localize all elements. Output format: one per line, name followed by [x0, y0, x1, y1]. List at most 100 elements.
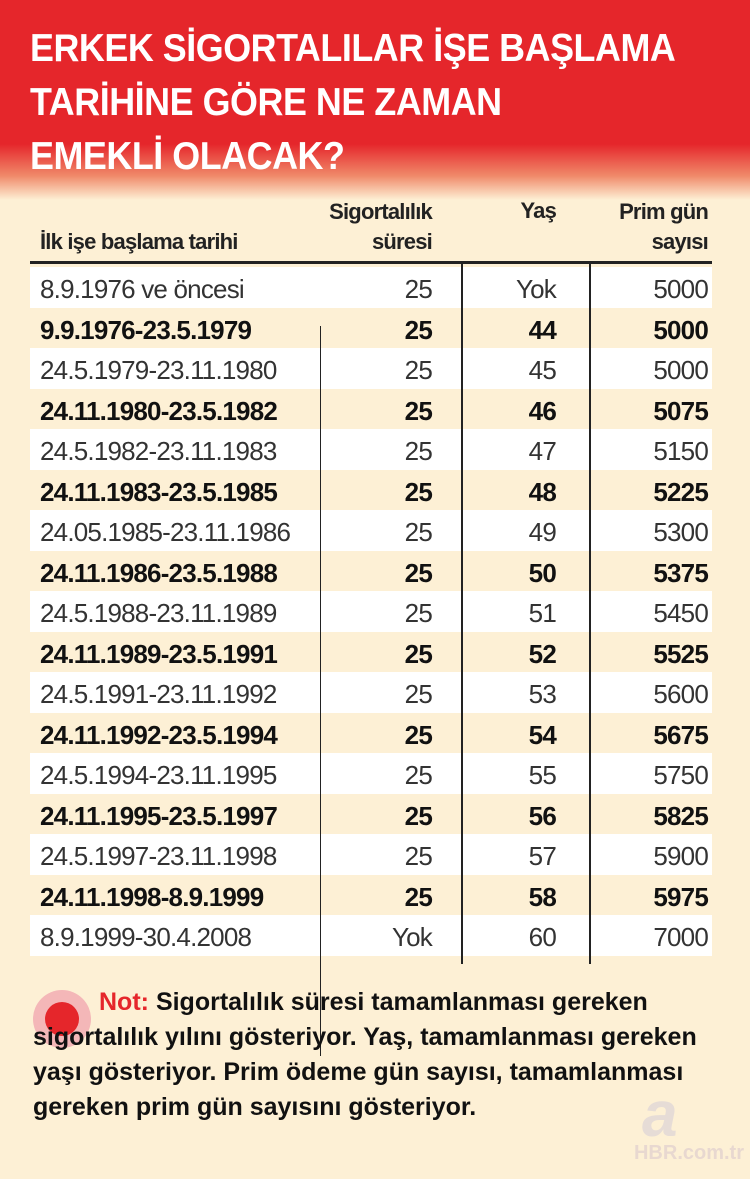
table-row: 24.11.1992-23.5.1994 25 54 5675 — [30, 713, 712, 754]
cell-age: 47 — [528, 436, 557, 466]
cell-start-date: 8.9.1976 ve öncesi — [40, 274, 245, 304]
cell-prim-days: 5525 — [653, 638, 708, 669]
cell-start-date: 24.11.1995-23.5.1997 — [40, 800, 278, 831]
cell-age: 54 — [528, 719, 557, 750]
cell-insurance-years: 25 — [404, 395, 433, 426]
cell-prim-days: 5750 — [653, 760, 708, 790]
note-text: Sigortalılık süresi tamamlanması gereken… — [33, 988, 697, 1121]
cell-prim-days: 5000 — [653, 274, 708, 304]
cell-start-date: 24.11.1983-23.5.1985 — [40, 476, 278, 507]
table-row: 9.9.1976-23.5.1979 25 44 5000 — [30, 308, 712, 349]
cell-prim-days: 5375 — [653, 557, 708, 588]
table-row: 8.9.1999-30.4.2008 Yok 60 7000 — [30, 915, 712, 956]
note-label: Not: — [99, 988, 149, 1016]
cell-insurance-years: 25 — [404, 355, 433, 385]
cell-age: 55 — [528, 760, 557, 790]
cell-insurance-years: 25 — [404, 436, 433, 466]
table-row: 24.5.1979-23.11.1980 25 45 5000 — [30, 348, 712, 389]
cell-insurance-years: 25 — [404, 760, 433, 790]
cell-insurance-years: 25 — [404, 719, 433, 750]
header-insurance: Sigortalılık süresi — [329, 199, 433, 254]
cell-age: 45 — [528, 355, 557, 385]
cell-start-date: 24.11.1992-23.5.1994 — [40, 719, 278, 750]
cell-start-date: 8.9.1999-30.4.2008 — [40, 922, 252, 952]
cell-insurance-years: 25 — [404, 557, 433, 588]
cell-insurance-years: 25 — [404, 314, 433, 345]
table-row: 24.5.1994-23.11.1995 25 55 5750 — [30, 753, 712, 794]
header-start-date: İlk işe başlama tarihi — [40, 229, 238, 254]
cell-start-date: 24.11.1980-23.5.1982 — [40, 395, 278, 426]
cell-start-date: 24.11.1998-8.9.1999 — [40, 881, 264, 912]
cell-age: 48 — [528, 476, 557, 507]
cell-start-date: 24.11.1986-23.5.1988 — [40, 557, 278, 588]
table-row: 24.11.1986-23.5.1988 25 50 5375 — [30, 551, 712, 592]
table-row: 24.5.1991-23.11.1992 25 53 5600 — [30, 672, 712, 713]
column-divider — [461, 264, 463, 964]
cell-start-date: 24.05.1985-23.11.1986 — [40, 517, 291, 547]
cell-age: 50 — [528, 557, 557, 588]
column-divider — [589, 264, 591, 964]
table-header: İlk işe başlama tarihi Sigortalılık süres… — [30, 196, 712, 264]
table-row: 24.11.1983-23.5.1985 25 48 5225 — [30, 470, 712, 511]
cell-prim-days: 5600 — [653, 679, 708, 709]
cell-age: 44 — [528, 314, 557, 345]
cell-age: 57 — [528, 841, 557, 871]
cell-prim-days: 5975 — [653, 881, 708, 912]
header-age: Yaş — [520, 198, 556, 223]
cell-insurance-years: 25 — [404, 517, 433, 547]
cell-insurance-years: 25 — [404, 800, 433, 831]
cell-age: 58 — [528, 881, 557, 912]
cell-prim-days: 5900 — [653, 841, 708, 871]
cell-start-date: 9.9.1976-23.5.1979 — [40, 314, 252, 345]
cell-insurance-years: 25 — [404, 476, 433, 507]
cell-insurance-years: 25 — [404, 881, 433, 912]
table-body: 8.9.1976 ve öncesi 25 Yok 5000 9.9.1976-23.5… — [30, 267, 712, 956]
table-row: 8.9.1976 ve öncesi 25 Yok 5000 — [30, 267, 712, 308]
cell-age: 52 — [528, 638, 557, 669]
cell-age: 51 — [528, 598, 557, 628]
cell-insurance-years: Yok — [391, 922, 433, 952]
table-row: 24.5.1997-23.11.1998 25 57 5900 — [30, 834, 712, 875]
cell-start-date: 24.5.1982-23.11.1983 — [40, 436, 277, 466]
cell-prim-days: 5075 — [653, 395, 708, 426]
watermark-logo: a HBR.com.tr — [633, 1078, 744, 1164]
cell-prim-days: 7000 — [653, 922, 708, 952]
header-prim: Prim gün sayısı — [619, 199, 709, 254]
bullet-icon — [33, 990, 91, 1048]
page-title: ERKEK SİGORTALILAR İŞE BAŞLAMA TARİHİNE … — [30, 27, 676, 178]
cell-start-date: 24.11.1989-23.5.1991 — [40, 638, 278, 669]
cell-prim-days: 5150 — [653, 436, 708, 466]
cell-prim-days: 5225 — [653, 476, 708, 507]
cell-age: 49 — [528, 517, 557, 547]
table-row: 24.5.1982-23.11.1983 25 47 5150 — [30, 429, 712, 470]
cell-start-date: 24.5.1991-23.11.1992 — [40, 679, 277, 709]
cell-age: 53 — [528, 679, 557, 709]
table-row: 24.11.1998-8.9.1999 25 58 5975 — [30, 875, 712, 916]
table-row: 24.11.1980-23.5.1982 25 46 5075 — [30, 389, 712, 430]
cell-insurance-years: 25 — [404, 598, 433, 628]
cell-age: 46 — [528, 395, 557, 426]
cell-start-date: 24.5.1988-23.11.1989 — [40, 598, 277, 628]
cell-age: 56 — [528, 800, 557, 831]
cell-insurance-years: 25 — [404, 638, 433, 669]
cell-prim-days: 5450 — [653, 598, 708, 628]
table-row: 24.11.1995-23.5.1997 25 56 5825 — [30, 794, 712, 835]
table-row: 24.5.1988-23.11.1989 25 51 5450 — [30, 591, 712, 632]
cell-prim-days: 5000 — [653, 314, 708, 345]
cell-age: 60 — [528, 922, 557, 952]
cell-prim-days: 5825 — [653, 800, 708, 831]
cell-prim-days: 5000 — [653, 355, 708, 385]
table-row: 24.11.1989-23.5.1991 25 52 5525 — [30, 632, 712, 673]
cell-age: Yok — [515, 274, 557, 304]
cell-start-date: 24.5.1997-23.11.1998 — [40, 841, 277, 871]
table-row: 24.05.1985-23.11.1986 25 49 5300 — [30, 510, 712, 551]
cell-insurance-years: 25 — [404, 274, 433, 304]
cell-prim-days: 5300 — [653, 517, 708, 547]
cell-insurance-years: 25 — [404, 841, 433, 871]
cell-start-date: 24.5.1979-23.11.1980 — [40, 355, 277, 385]
title-banner: ERKEK SİGORTALILAR İŞE BAŞLAMA TARİHİNE … — [0, 0, 750, 200]
cell-insurance-years: 25 — [404, 679, 433, 709]
column-divider — [320, 326, 321, 1056]
cell-prim-days: 5675 — [653, 719, 708, 750]
note: Not: Sigortalılık süresi tamamlanması ge… — [33, 985, 723, 1125]
